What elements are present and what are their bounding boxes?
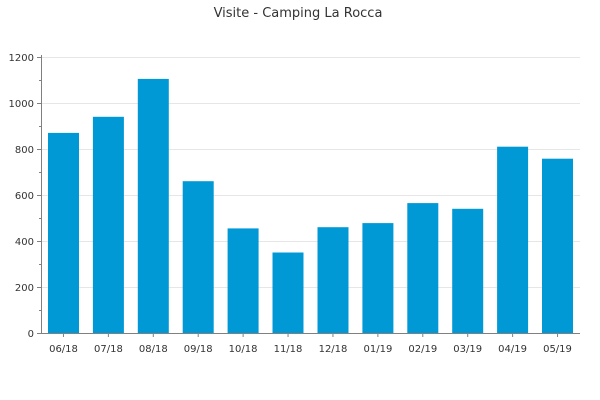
- bar: [48, 132, 79, 333]
- bar: [452, 208, 484, 333]
- bar: [362, 223, 394, 333]
- axes: [41, 55, 580, 334]
- x-tick-label: 11/18: [274, 344, 303, 355]
- y-tick-label: 1000: [9, 99, 34, 110]
- x-tick-label: 05/19: [543, 344, 572, 355]
- bars: [48, 78, 573, 334]
- x-tick-label: 09/18: [184, 344, 213, 355]
- x-tick-label: 08/18: [139, 344, 168, 355]
- y-tick-label: 0: [28, 329, 34, 340]
- y-axis-ticks: 0 200 400 600 800 1000 1200: [9, 53, 41, 340]
- gridlines: [41, 57, 580, 288]
- bar: [407, 203, 439, 333]
- y-tick-label: 600: [15, 191, 34, 202]
- x-tick-label: 10/18: [229, 344, 258, 355]
- bar: [137, 78, 169, 334]
- x-tick-label: 03/19: [453, 344, 482, 355]
- x-tick-label: 07/18: [94, 344, 123, 355]
- x-tick-label: 02/19: [408, 344, 437, 355]
- bar: [182, 181, 214, 333]
- bar: [92, 116, 124, 333]
- bar: [272, 252, 304, 333]
- x-tick-label: 01/19: [363, 344, 392, 355]
- x-tick-label: 12/18: [319, 344, 348, 355]
- bar: [542, 158, 573, 333]
- y-tick-label: 800: [15, 145, 34, 156]
- y-tick-label: 200: [15, 283, 34, 294]
- x-axis-ticks: 06/18 07/18 08/18 09/18 10/18 11/18 12/18 01/19…: [49, 333, 572, 355]
- bar: [317, 227, 349, 333]
- x-tick-label: 04/19: [498, 344, 527, 355]
- chart-title: Visite - Camping La Rocca: [214, 6, 383, 21]
- y-tick-label: 400: [15, 237, 34, 248]
- bar: [227, 228, 259, 333]
- y-tick-label: 1200: [9, 53, 34, 64]
- bar: [497, 146, 529, 333]
- x-tick-label: 06/18: [49, 344, 78, 355]
